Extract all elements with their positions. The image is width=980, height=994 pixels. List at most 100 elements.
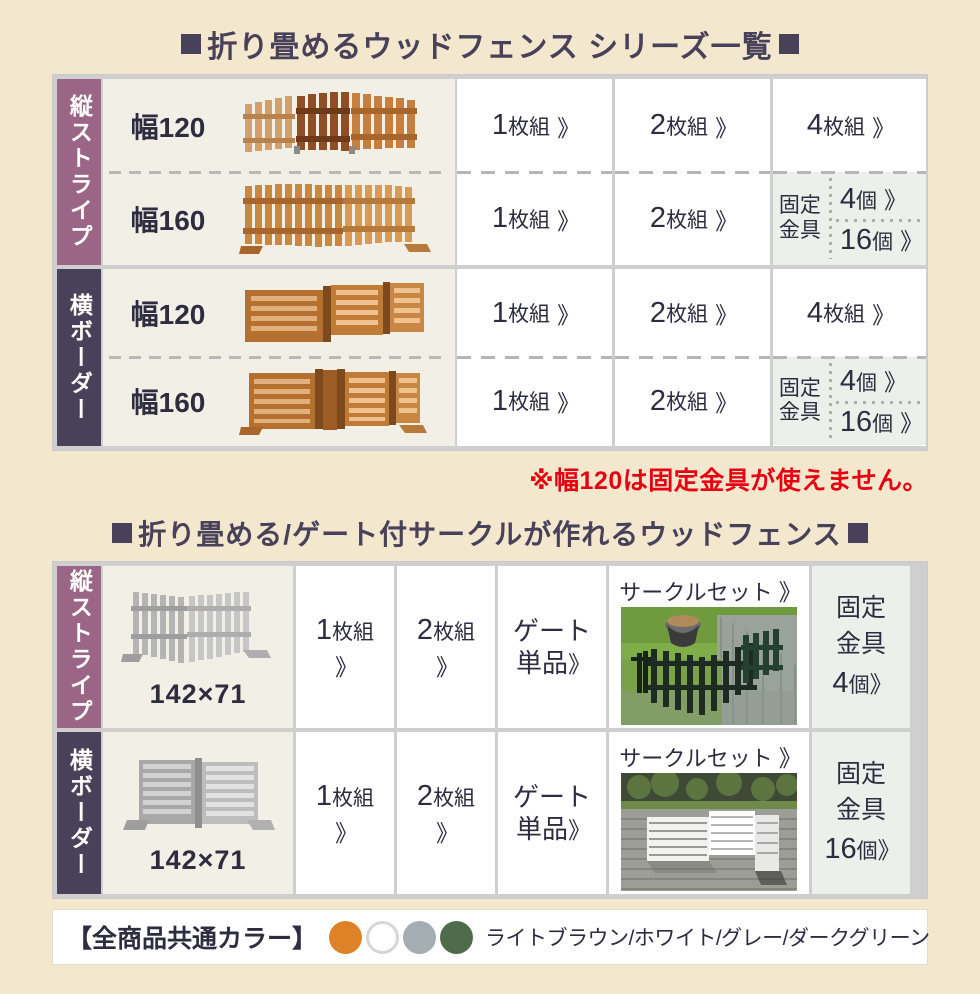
s2-option-2set-vstripe[interactable]: 2枚組 》	[397, 566, 495, 728]
s2-bracket-vstripe[interactable]: 固定 金具 4個》	[812, 566, 910, 728]
s2-bracket-hborder[interactable]: 固定 金具 16個》	[812, 732, 910, 894]
s2-circle-set-hborder[interactable]: サークルセット 》	[609, 732, 809, 894]
product-cell-hb-w160: 幅160	[103, 356, 455, 445]
section1-note: ※幅120は固定金具が使えません。	[529, 467, 928, 495]
option-unit: 枚組	[508, 303, 551, 326]
s2-gate-line2: 単品》	[516, 647, 591, 680]
s2-gate-line1: ゲート	[512, 615, 591, 646]
s2-option-1set-vstripe[interactable]: 1枚組 》	[296, 566, 394, 728]
option-cell-hb-w160-1set[interactable]: 1 枚組 》	[457, 356, 612, 445]
option-number: 2	[416, 613, 434, 646]
s2-option-1set-hborder[interactable]: 1枚組 》	[296, 732, 394, 894]
width-label-w160: 幅160	[130, 204, 206, 236]
bracket-unit: 個	[848, 674, 870, 698]
heading-square-right-icon	[778, 34, 799, 54]
bracket-label-line2: 金具	[778, 401, 821, 424]
product-cell-hb-w120: 幅120	[103, 269, 455, 357]
option-cell-hb-w160-2set[interactable]: 2 枚組 》	[615, 356, 770, 445]
footer-title: 【全商品共通カラー】	[67, 925, 318, 953]
option-unit: 枚組	[823, 303, 866, 326]
s2-gate-line2: 単品》	[516, 813, 591, 846]
section1-group-horizontal-border: 横ボーダー 幅120	[57, 269, 926, 446]
fence-illustration-gray-hborder	[122, 758, 275, 830]
option-cell-w160-2set[interactable]: 2 枚組 》	[615, 171, 770, 265]
s2-option-gate-vstripe[interactable]: ゲート 単品》	[498, 566, 606, 728]
chevron-right-icon: 》	[778, 579, 802, 605]
option-unit: 枚組	[508, 115, 551, 139]
bracket-number: 4	[839, 182, 856, 215]
option-number: 2	[649, 109, 667, 141]
bracket-label-line1: 固定	[778, 376, 821, 400]
chevron-right-icon: 》	[715, 390, 738, 416]
bracket-number: 16	[839, 406, 873, 438]
option-cell-w120-2set[interactable]: 2 枚組 》	[615, 79, 770, 172]
chevron-right-icon: 》	[877, 837, 901, 864]
s2-size-label-vstripe: 142×71	[149, 679, 247, 709]
bracket-count-16[interactable]: 16 個 》	[835, 218, 923, 260]
s2-group-label-vertical-stripe: 縦ストライプ	[57, 566, 101, 728]
bracket-count-4[interactable]: 4 個 》	[840, 360, 920, 401]
width-label-hb-w160: 幅160	[130, 387, 206, 418]
s2-option-2set-hborder[interactable]: 2枚組 》	[397, 732, 495, 894]
option-cell-w120-4set[interactable]: 4 枚組 》	[773, 79, 926, 172]
photo-circle-fence-dark-green	[621, 607, 797, 725]
product-column-horizontal-border: 幅120	[103, 269, 455, 446]
chevron-right-icon: 》	[884, 369, 907, 395]
chevron-right-icon: 》	[872, 302, 895, 328]
s2-bracket-count: 4個》	[832, 662, 893, 704]
s2-option-gate-hborder[interactable]: ゲート 単品》	[498, 732, 606, 894]
bracket-count-4[interactable]: 4 個 》	[840, 178, 920, 219]
product-cell-w120: 幅120	[103, 79, 455, 172]
bracket-number: 4	[839, 365, 856, 397]
color-swatch-dark-green	[440, 920, 474, 954]
option-cell-hb-w120-4set[interactable]: 4 枚組 》	[773, 269, 926, 357]
option-cell-w160-1set[interactable]: 1 枚組 》	[457, 171, 612, 265]
s2-product-cell-vstripe: 142×71	[103, 566, 293, 728]
chevron-right-icon: 》	[884, 186, 907, 213]
photo-circle-fence-white	[621, 773, 797, 891]
chevron-right-icon: 》	[335, 820, 358, 847]
option-number: 4	[806, 296, 824, 329]
bracket-unit: 個	[872, 413, 894, 436]
option-column-1set-hborder: 1 枚組 》 1 枚組 》	[457, 269, 612, 446]
option-cell-w120-1set[interactable]: 1 枚組 》	[457, 79, 612, 172]
option-number: 2	[649, 384, 667, 417]
option-cell-hb-w120-1set[interactable]: 1 枚組 》	[457, 269, 612, 357]
s2-product-cell-hborder: 142×71	[103, 732, 293, 894]
s2-circle-title-text: サークルセット	[619, 580, 773, 605]
option-unit: 枚組	[666, 115, 709, 139]
option-number: 1	[491, 109, 509, 141]
chevron-right-icon: 》	[900, 227, 923, 254]
bracket-count-16[interactable]: 16 個 》	[835, 401, 923, 442]
chevron-right-icon: 》	[869, 671, 893, 698]
option-cell-hb-w120-2set[interactable]: 2 枚組 》	[615, 269, 770, 357]
s2-circle-set-vstripe[interactable]: サークルセット 》	[609, 566, 809, 728]
s2-circle-title: サークルセット 》	[619, 573, 802, 607]
footer-color-names: ライトブラウン/ホワイト/グレー/ダークグリーン	[485, 927, 930, 950]
product-series-chart: 折り畳めるウッドフェンス シリーズ一覧 縦ストライプ 幅120	[0, 14, 980, 994]
section2-title: 折り畳める/ゲート付サークルが作れるウッドフェンス	[138, 519, 842, 550]
width-label-hb-w120: 幅120	[130, 299, 206, 330]
chevron-right-icon: 》	[557, 207, 580, 234]
option-number: 2	[416, 779, 434, 812]
option-number: 1	[491, 202, 509, 234]
section2-row-vertical-stripe: 縦ストライプ	[57, 566, 923, 728]
section1-title: 折り畳めるウッドフェンス シリーズ一覧	[207, 31, 773, 64]
product-cell-w160: 幅160	[103, 171, 455, 265]
option-number: 4	[806, 109, 824, 141]
s2-size-label-hborder: 142×71	[149, 845, 247, 875]
bracket-cell-w160-vstripe: 固定 金具 4 個 》 16 個	[773, 171, 926, 265]
option-unit: 枚組	[666, 391, 709, 414]
s2-option-label: 1枚組	[316, 778, 374, 814]
fence-illustration-hborder-160	[239, 369, 427, 435]
s2-option-label: 2枚組	[417, 612, 475, 648]
width-label-w120: 幅120	[130, 111, 206, 143]
bracket-unit: 個	[856, 372, 877, 395]
chevron-right-icon: 》	[715, 207, 738, 234]
section1-heading: 折り畳めるウッドフェンス シリーズ一覧	[52, 14, 928, 74]
option-number: 1	[315, 779, 333, 812]
bracket-label: 固定 金具	[779, 194, 821, 242]
chevron-right-icon: 》	[436, 820, 459, 847]
fence-illustration-vstripe-160	[239, 183, 431, 254]
s2-group-label-horizontal-border: 横ボーダー	[57, 732, 101, 894]
